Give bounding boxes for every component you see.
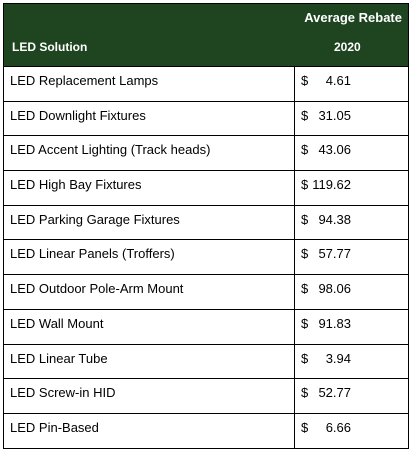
rebate-value: 52.77 — [318, 385, 351, 401]
table-row: LED Linear Tube $3.94 — [4, 343, 408, 379]
header-year: 2020 — [334, 40, 361, 54]
table-row: LED Replacement Lamps $4.61 — [4, 66, 408, 101]
led-solution-name: LED Linear Panels (Troffers) — [10, 246, 175, 262]
led-solution-name: LED Linear Tube — [10, 350, 108, 366]
table-row: LED Screw-in HID $52.77 — [4, 378, 408, 413]
column-divider — [294, 379, 295, 413]
rebate-value: 31.05 — [318, 107, 351, 123]
rebate-value: 4.61 — [325, 73, 351, 88]
currency-symbol: $ — [301, 107, 309, 123]
rebate-value: 119.62 — [312, 177, 351, 193]
table-row: LED Accent Lighting (Track heads) $43.06 — [4, 135, 408, 171]
column-divider — [294, 136, 295, 171]
column-divider — [294, 309, 295, 344]
led-solution-name: LED Wall Mount — [10, 315, 104, 331]
currency-symbol: $ — [301, 419, 309, 435]
currency-symbol: $ — [301, 177, 309, 193]
rebate-value: 91.83 — [318, 315, 351, 331]
header-led-solution: LED Solution — [12, 40, 88, 54]
rebate-value: 94.38 — [318, 211, 351, 227]
column-divider — [294, 101, 295, 136]
column-divider — [294, 275, 295, 309]
rebate-value: 57.77 — [318, 246, 351, 262]
rebate-value: 98.06 — [318, 281, 351, 297]
column-divider — [294, 413, 295, 448]
table-row: LED Downlight Fixtures $31.05 — [4, 100, 408, 136]
column-divider — [294, 205, 295, 240]
table-row: LED Pin-Based $6.66 — [4, 412, 408, 448]
rebate-value: 3.94 — [325, 350, 351, 366]
column-divider — [294, 171, 295, 205]
led-solution-name: LED Accent Lighting (Track heads) — [10, 142, 211, 158]
column-divider — [294, 344, 295, 379]
led-solution-name: LED Downlight Fixtures — [10, 107, 146, 123]
table-row: LED Linear Panels (Troffers) $57.77 — [4, 239, 408, 275]
led-solution-name: LED Parking Garage Fixtures — [10, 211, 180, 227]
led-solution-name: LED Pin-Based — [10, 419, 99, 435]
table-header: LED Solution Average Rebate 2020 — [4, 4, 408, 66]
table-row: LED Parking Garage Fixtures $94.38 — [4, 204, 408, 240]
table-body: LED Replacement Lamps $4.61 LED Downlight … — [4, 66, 408, 448]
currency-symbol: $ — [301, 246, 309, 262]
led-solution-name: LED Outdoor Pole-Arm Mount — [10, 281, 184, 297]
rebate-value: 6.66 — [325, 419, 351, 435]
currency-symbol: $ — [301, 385, 309, 401]
led-solution-name: LED High Bay Fixtures — [10, 177, 142, 193]
rebate-value: 43.06 — [318, 142, 351, 158]
table-row: LED Wall Mount $91.83 — [4, 308, 408, 344]
rebate-table: LED Solution Average Rebate 2020 LED Rep… — [3, 3, 409, 449]
header-average-rebate: Average Rebate — [304, 10, 402, 25]
column-divider — [294, 240, 295, 275]
currency-symbol: $ — [301, 73, 309, 88]
currency-symbol: $ — [301, 350, 309, 366]
column-divider — [294, 67, 295, 101]
currency-symbol: $ — [301, 142, 309, 158]
currency-symbol: $ — [301, 315, 309, 331]
led-solution-name: LED Replacement Lamps — [10, 73, 159, 88]
table-row: LED High Bay Fixtures $119.62 — [4, 170, 408, 205]
currency-symbol: $ — [301, 281, 309, 297]
led-solution-name: LED Screw-in HID — [10, 385, 116, 401]
currency-symbol: $ — [301, 211, 309, 227]
table-row: LED Outdoor Pole-Arm Mount $98.06 — [4, 274, 408, 309]
